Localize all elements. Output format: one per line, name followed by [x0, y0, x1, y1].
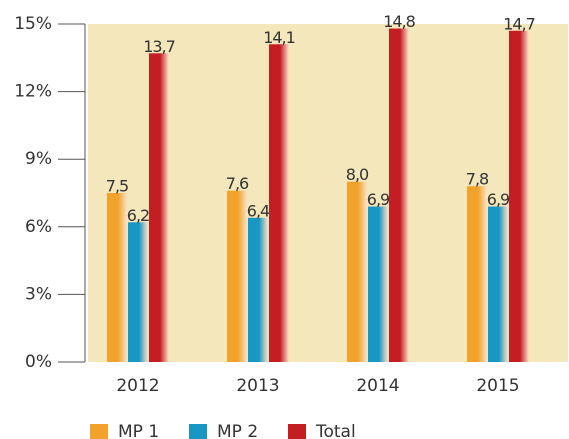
legend-label: MP 1 — [118, 422, 159, 439]
value-label: 7,5 — [106, 177, 128, 196]
bar — [389, 28, 409, 363]
legend-swatch — [189, 424, 207, 439]
bar — [488, 206, 508, 362]
bar — [269, 44, 289, 362]
bar — [149, 53, 169, 362]
bar — [509, 30, 529, 362]
bar — [227, 190, 247, 362]
legend-swatch — [288, 424, 306, 439]
x-tick-label: 2012 — [116, 376, 159, 396]
bar — [107, 193, 127, 362]
value-label: 8,0 — [346, 165, 369, 184]
value-label: 6,9 — [367, 190, 390, 209]
x-tick-label: 2014 — [356, 376, 399, 396]
legend-swatch — [90, 424, 108, 439]
y-tick-label: 3% — [25, 284, 52, 304]
value-label: 6,4 — [247, 201, 270, 220]
bar — [467, 186, 487, 362]
legend-label: Total — [315, 422, 356, 439]
value-label: 6,2 — [127, 206, 149, 225]
value-label: 14,1 — [263, 28, 295, 47]
legend-label: MP 2 — [217, 422, 258, 439]
y-tick-label: 9% — [25, 149, 52, 169]
y-tick-label: 15% — [14, 14, 52, 34]
value-label: 7,8 — [466, 170, 489, 189]
y-tick-label: 0% — [25, 352, 52, 372]
bar — [347, 181, 367, 362]
bar — [128, 222, 148, 362]
value-label: 14,8 — [383, 12, 415, 31]
value-label: 7,6 — [226, 174, 249, 193]
bar — [248, 217, 268, 362]
y-tick-label: 12% — [14, 82, 52, 102]
value-label: 6,9 — [487, 190, 510, 209]
x-tick-label: 2013 — [236, 376, 279, 396]
bar — [368, 206, 388, 362]
y-tick-label: 6% — [25, 217, 52, 237]
x-tick-label: 2015 — [476, 376, 519, 396]
value-label: 14,7 — [503, 14, 535, 33]
value-label: 13,7 — [143, 37, 175, 56]
